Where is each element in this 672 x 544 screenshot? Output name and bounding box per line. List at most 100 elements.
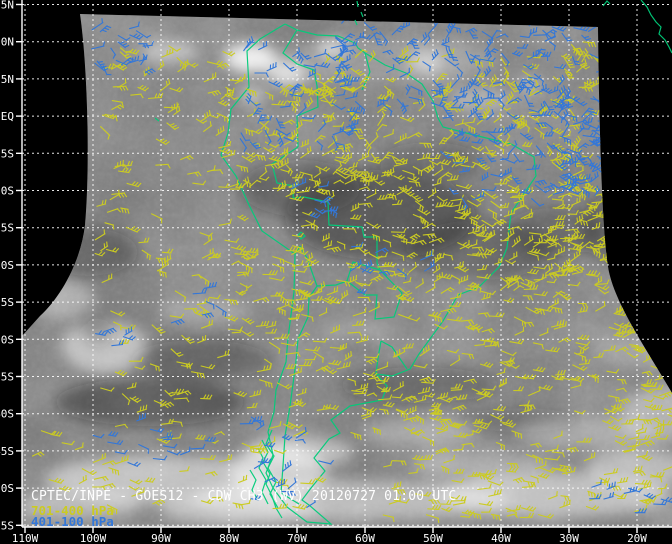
wind-barb	[170, 348, 184, 358]
wind-barb	[441, 36, 450, 46]
wind-barb	[392, 381, 405, 392]
wind-barb	[479, 469, 493, 476]
wind-barb	[558, 337, 572, 343]
wind-barb	[517, 82, 526, 94]
wind-barb	[391, 155, 402, 165]
wind-barb	[173, 397, 190, 403]
wind-barb	[289, 195, 305, 202]
wind-barb	[176, 56, 187, 71]
wind-barb	[237, 214, 249, 222]
wind-barb	[285, 299, 296, 305]
coastline	[265, 429, 279, 509]
wind-barb	[344, 49, 357, 55]
lon-label: 90W	[151, 532, 171, 544]
wind-barb	[356, 288, 368, 294]
wind-barb	[417, 208, 431, 216]
wind-barb	[351, 84, 367, 93]
wind-barb	[314, 199, 327, 208]
wind-barb	[603, 345, 616, 352]
wind-barb	[429, 415, 442, 421]
wind-barb	[197, 335, 207, 344]
wind-barb	[547, 242, 562, 248]
wind-barb	[424, 392, 436, 398]
wind-barb	[295, 427, 308, 439]
wind-barb	[265, 328, 278, 334]
wind-barb	[643, 492, 656, 500]
wind-barb	[519, 120, 528, 130]
wind-barb	[519, 188, 532, 195]
wind-barb	[485, 98, 498, 107]
wind-barb	[472, 418, 484, 424]
wind-barb	[452, 498, 467, 506]
lon-label: 30W	[559, 532, 579, 544]
wind-barb	[275, 478, 286, 488]
wind-barb	[530, 475, 539, 484]
wind-barb	[481, 186, 497, 192]
wind-barb	[236, 164, 249, 173]
wind-barb	[506, 81, 520, 93]
wind-barb	[523, 212, 534, 220]
wind-barb	[419, 376, 433, 383]
coastline	[282, 29, 319, 148]
wind-barb	[547, 253, 557, 261]
wind-barb	[306, 497, 317, 509]
wind-barb	[313, 351, 325, 363]
wind-barb	[291, 84, 302, 97]
wind-barb	[401, 343, 414, 350]
wind-barb	[314, 62, 331, 68]
wind-barb	[335, 167, 349, 175]
wind-barb	[551, 451, 565, 458]
wind-barb	[151, 324, 166, 335]
wind-barb	[532, 342, 544, 350]
wind-barb	[457, 209, 472, 217]
wind-barb	[626, 352, 639, 359]
wind-barb	[255, 448, 269, 454]
wind-barb	[171, 388, 185, 394]
wind-barb	[641, 381, 658, 387]
wind-barb	[129, 396, 142, 404]
wind-barb	[470, 323, 484, 331]
wind-barb	[285, 246, 299, 252]
wind-barb	[560, 495, 570, 502]
wind-barb	[457, 265, 470, 273]
wind-barb	[221, 149, 236, 159]
wind-barb	[364, 139, 372, 152]
wind-barb	[577, 306, 589, 314]
wind-barb	[296, 119, 303, 130]
wind-barb	[567, 209, 579, 215]
wind-barb	[636, 427, 648, 435]
wind-barb	[169, 86, 184, 93]
wind-barb	[200, 364, 216, 370]
wind-barb	[528, 90, 543, 97]
wind-barb	[527, 49, 540, 60]
wind-barb	[106, 504, 118, 515]
wind-barb	[108, 467, 120, 476]
wind-barb	[449, 422, 463, 429]
wind-barb	[509, 277, 520, 287]
wind-barb	[550, 158, 563, 165]
wind-barb	[326, 246, 342, 253]
wind-barb	[569, 241, 584, 247]
wind-barb	[489, 29, 502, 42]
wind-barb	[173, 105, 181, 116]
wind-barb	[291, 243, 304, 256]
wind-barb	[629, 344, 641, 351]
wind-barb	[617, 379, 627, 385]
wind-barb	[433, 164, 444, 176]
wind-barb	[428, 314, 443, 323]
wind-barb	[114, 423, 129, 429]
wind-barb	[358, 186, 371, 191]
wind-barb	[351, 387, 366, 393]
wind-barb	[425, 282, 436, 294]
wind-barb	[161, 418, 175, 425]
wind-barb	[207, 89, 222, 97]
wind-barb	[203, 109, 212, 120]
wind-barb	[360, 409, 372, 417]
wind-barb	[443, 454, 456, 464]
wind-barb	[107, 439, 124, 446]
wind-barb	[467, 106, 478, 118]
wind-barb	[408, 180, 421, 188]
wind-barb	[268, 80, 283, 88]
wind-barb	[602, 418, 614, 425]
wind-barb	[587, 211, 601, 222]
